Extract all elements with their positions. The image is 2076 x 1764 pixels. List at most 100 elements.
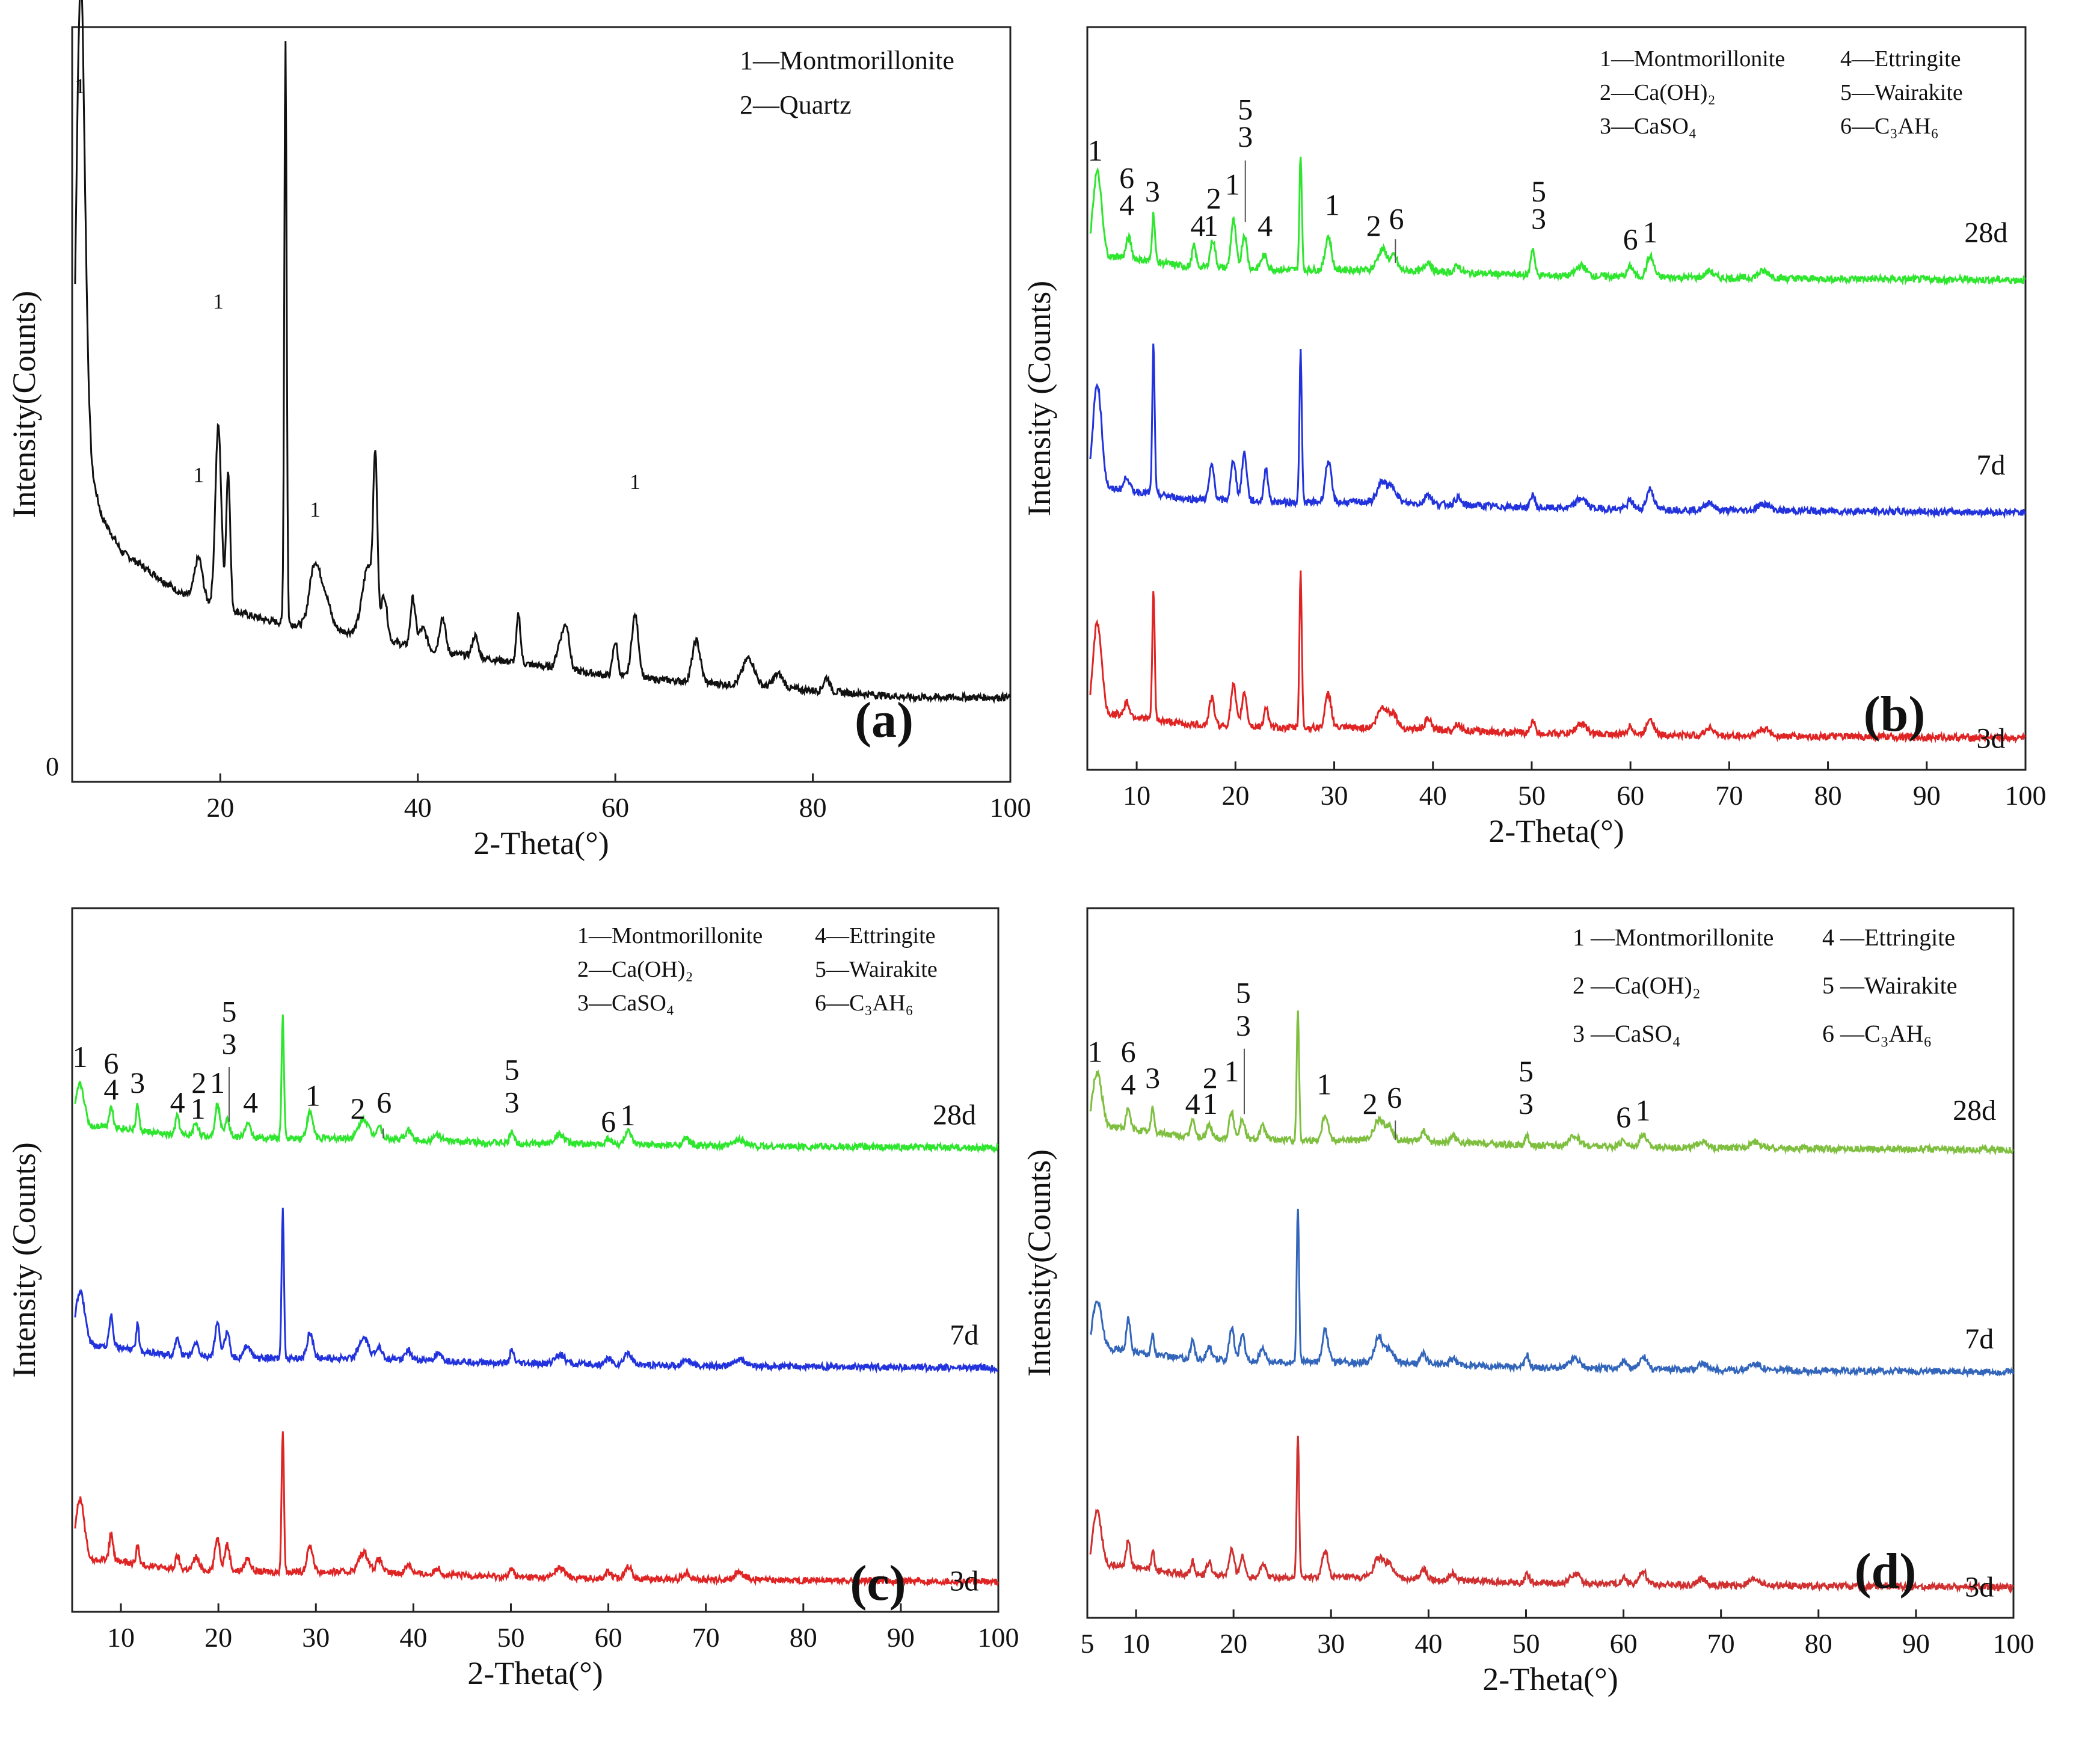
peak-annotation: 3 [1236,1009,1251,1042]
peak-annotation: 3 [1531,201,1546,235]
peak-annotation: 6 [601,1105,616,1139]
peak-annotation: 3 [221,1027,236,1060]
x-tick-label: 5 [1081,1628,1095,1659]
y-axis-title: Intensity (Counts) [6,1142,42,1377]
peak-annotation: 3 [1145,174,1160,208]
peak-annotation: 1 [306,1079,321,1113]
series-28d-line [74,1014,999,1154]
x-axis-title: 2-Theta(°) [1488,813,1624,849]
panel-label: (c) [850,1555,906,1611]
peak-annotation: 1 [210,1066,225,1099]
peak-annotation: 2 [1366,209,1381,242]
peak-annotation: 3 [1519,1087,1534,1120]
series-clay-line [74,0,1011,704]
peak-annotation: 1 [75,74,85,98]
peak-annotation: 6 [103,1046,118,1080]
peak-annotation: 1 [621,1098,636,1132]
panel-label: (b) [1864,686,1926,742]
y-axis-title: Intensity(Counts) [1021,1149,1057,1377]
x-tick-label: 80 [799,792,827,823]
series-label: 3d [1965,1571,1994,1603]
x-tick-label: 50 [1518,780,1546,811]
peak-annotation: 6 [1121,1034,1136,1068]
peak-annotation: 4 [1185,1087,1200,1120]
legend-entry: 1—Montmorillonite [740,46,954,75]
x-tick-label: 10 [1123,780,1150,811]
peak-annotation: 1 [1643,215,1658,249]
legend-entry: 6—C₃AH₆ [1840,114,1939,139]
peak-annotation: 6 [1616,1100,1631,1134]
x-tick-label: 70 [692,1622,720,1653]
x-tick-label: 60 [1617,780,1644,811]
peak-annotation: 5 [505,1053,520,1086]
legend-entry: 5—Wairakite [815,957,938,982]
peak-annotation: 1 [1203,209,1218,242]
series-label: 28d [933,1099,976,1131]
peak-annotation: 2 [1206,181,1221,215]
peak-annotation: 1 [310,497,321,521]
x-axis-title: 2-Theta(°) [1482,1661,1618,1697]
peak-annotation: 5 [1236,976,1251,1010]
peak-annotation: 4 [243,1085,258,1119]
panel-d: 5 10 20 30 40 50 60 70 80 90 100 2-Theta(°) Intensit… [1021,907,2035,1697]
panel-a: 20 40 60 80 100 0 2-Theta(°) Intensity(Counts) 1… [6,0,1031,861]
peak-annotation: 4 [103,1072,118,1106]
peak-annotation: 1 [213,289,224,313]
plot-frame [1086,907,2015,1619]
peak-annotation: 1 [630,470,640,494]
x-tick-label: 100 [978,1622,1019,1653]
x-tick-label: 30 [1317,1628,1345,1659]
x-tick-label: 70 [1715,780,1743,811]
x-tick-label: 50 [497,1622,524,1653]
legend-entry: 4 —Ettringite [1822,924,1955,951]
series-label: 7d [950,1320,978,1351]
panel-c: 10 20 30 40 50 60 70 80 90 100 2-Theta(°) Intensity… [6,907,1019,1691]
series-7d-line [74,1208,998,1375]
peak-annotation: 1 [1325,188,1340,222]
peak-annotation: 4 [170,1085,185,1119]
legend-entry: 1 —Montmorillonite [1573,924,1774,951]
peak-annotation: 3 [1145,1061,1160,1095]
legend-entry: 5 —Wairakite [1822,972,1957,999]
series-label: 28d [1953,1095,1996,1126]
peak-annotation: 2 [1363,1087,1378,1120]
legend-entry: 3 —CaSO₄ [1573,1020,1681,1047]
peak-annotation: 1 [72,1040,87,1074]
x-tick-label: 80 [790,1622,817,1653]
series-3d-line [1089,1436,2014,1594]
x-tick-label: 90 [887,1622,915,1653]
y-axis-title: Intensity (Counts) [1021,281,1057,516]
panel-b: 10 20 30 40 50 60 70 80 90 100 2-Theta(°) Intensity… [1021,26,2047,849]
peak-annotation: 1 [1203,1087,1218,1120]
legend-entry: 2—Ca(OH)₂ [577,957,693,982]
peak-annotation: 1 [191,1092,206,1125]
x-tick-label: 60 [601,792,629,823]
legend-entry: 1—Montmorillonite [1600,46,1785,72]
series-3d-line [74,1431,999,1587]
series-label: 7d [1965,1323,1994,1355]
legend-entry: 2 —Ca(OH)₂ [1573,972,1701,999]
x-axis-title: 2-Theta(°) [467,1655,603,1691]
peak-annotation: 1 [193,463,204,487]
plot-frame [71,907,1000,1613]
peak-annotation: 6 [1389,201,1404,235]
legend-entry: 4—Ettringite [1840,46,1961,72]
x-tick-label: 30 [302,1622,330,1653]
peak-annotation: 1 [1088,134,1103,167]
x-tick-label: 40 [399,1622,427,1653]
legend-entry: 3—CaSO₄ [577,991,674,1016]
series-7d-line [1089,1208,2014,1378]
plot-frame [71,26,1012,783]
peak-annotation: 1 [1087,1034,1102,1068]
series-label: 3d [950,1566,978,1597]
series-28d-line [1089,156,2026,286]
y-axis-title: Intensity(Counts) [6,291,42,518]
peak-annotation: 3 [1238,120,1253,153]
x-tick-label: 60 [595,1622,622,1653]
x-tick-label: 40 [1419,780,1447,811]
x-tick-label: 80 [1814,780,1842,811]
peak-annotation: 2 [1203,1061,1218,1095]
peak-annotation: 1 [1224,1054,1239,1088]
peak-annotation: 5 [1238,93,1253,126]
